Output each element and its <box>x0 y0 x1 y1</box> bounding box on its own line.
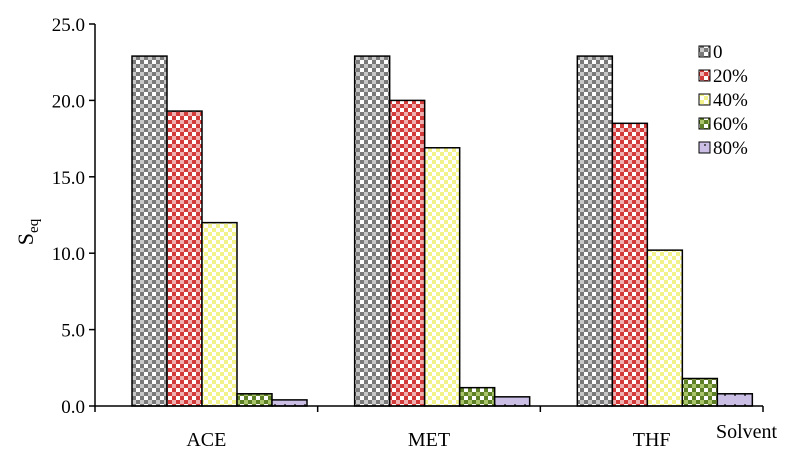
bar-thf-series-0 <box>576 55 614 407</box>
legend-swatch <box>698 45 711 58</box>
legend-label: 0 <box>713 42 723 63</box>
x-category-label: ACE <box>186 429 226 451</box>
legend-swatch <box>698 69 711 82</box>
y-axis-title-main: S <box>13 233 38 245</box>
bar-ace-series-4 <box>271 399 308 407</box>
legend-swatch <box>698 141 711 154</box>
y-ticks: 0.0 5.0 10.0 15.0 20.0 25.0 <box>52 15 95 418</box>
x-axis-title: Solvent <box>716 421 778 443</box>
bar-thf-series-1 <box>611 122 649 407</box>
bar-ace-series-0 <box>131 55 168 407</box>
bar-thf-series-4 <box>716 393 754 407</box>
bars-layer <box>131 55 754 407</box>
legend-label: 80% <box>713 138 748 159</box>
bar-met-series-4 <box>493 396 531 407</box>
bar-ace-series-3 <box>236 393 273 407</box>
legend-label: 20% <box>713 66 748 87</box>
y-tick-label: 0.0 <box>61 397 85 418</box>
bar-met-series-2 <box>423 147 461 407</box>
y-tick-label: 20.0 <box>52 91 85 112</box>
bar-ace-series-1 <box>166 110 203 407</box>
y-tick-label: 25.0 <box>52 15 85 36</box>
y-axis-title: Seq <box>13 218 42 245</box>
legend: 0 20% 40% 60% 80% <box>698 42 748 159</box>
y-axis-title-subscript: eq <box>26 218 42 233</box>
y-tick-label: 10.0 <box>52 244 85 265</box>
x-category-label: THF <box>633 429 671 451</box>
x-category-label: MET <box>408 429 450 451</box>
bar-thf-series-3 <box>681 377 719 407</box>
legend-label: 40% <box>713 90 748 111</box>
bar-thf-series-2 <box>646 249 684 407</box>
legend-label: 60% <box>713 114 748 135</box>
bar-met-series-1 <box>388 99 426 407</box>
y-tick-label: 15.0 <box>52 168 85 189</box>
x-category-ticks: ACE MET THF <box>94 406 764 451</box>
bar-met-series-0 <box>353 55 391 407</box>
bar-ace-series-2 <box>201 221 238 407</box>
y-tick-label: 5.0 <box>61 321 85 342</box>
legend-swatch <box>698 117 711 130</box>
bar-met-series-3 <box>458 386 496 407</box>
legend-swatch <box>698 93 711 106</box>
